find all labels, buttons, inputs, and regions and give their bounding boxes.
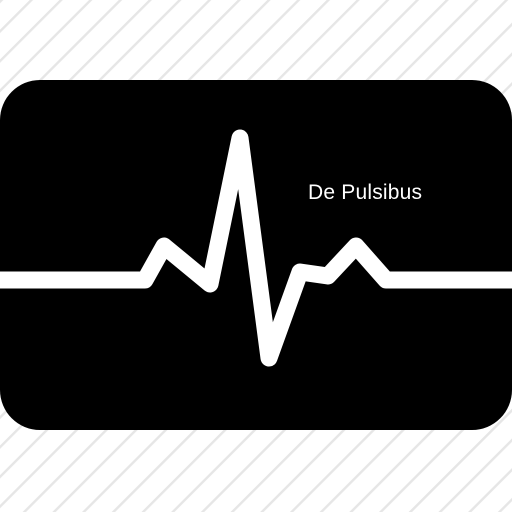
icon-caption: De Pulsibus: [308, 180, 422, 206]
